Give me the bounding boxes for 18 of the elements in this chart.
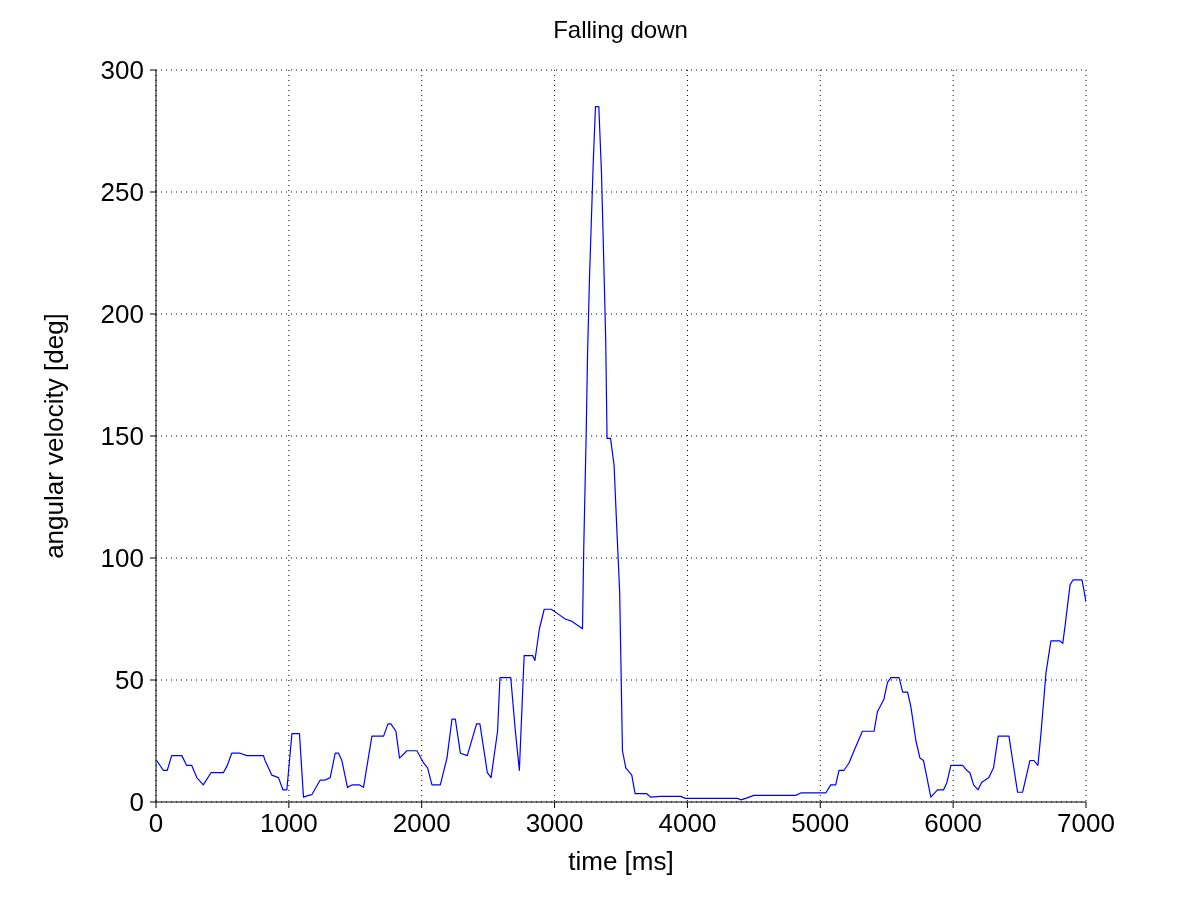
y-tick-label: 50 [115, 665, 144, 696]
x-axis-title: time [ms] [568, 846, 674, 876]
y-tick-label: 150 [100, 421, 144, 452]
chart-title: Falling down [552, 16, 689, 44]
y-tick-label: 0 [129, 787, 144, 818]
y-tick-label: 300 [100, 55, 144, 86]
x-tick-label: 5000 [791, 808, 850, 839]
y-tick-label: 100 [100, 543, 144, 574]
x-tick-label: 1000 [259, 808, 318, 839]
x-tick-label: 3000 [525, 808, 584, 839]
x-tick-label: 7000 [1057, 808, 1115, 839]
x-tick-label: 6000 [924, 808, 983, 839]
y-tick-label: 200 [100, 299, 144, 330]
y-axis-title: angular velocity [deg] [39, 313, 70, 559]
x-tick-label: 2000 [392, 808, 451, 839]
y-tick-label: 250 [100, 177, 144, 208]
x-tick-label: 4000 [658, 808, 717, 839]
x-tick-label: 0 [148, 808, 164, 839]
